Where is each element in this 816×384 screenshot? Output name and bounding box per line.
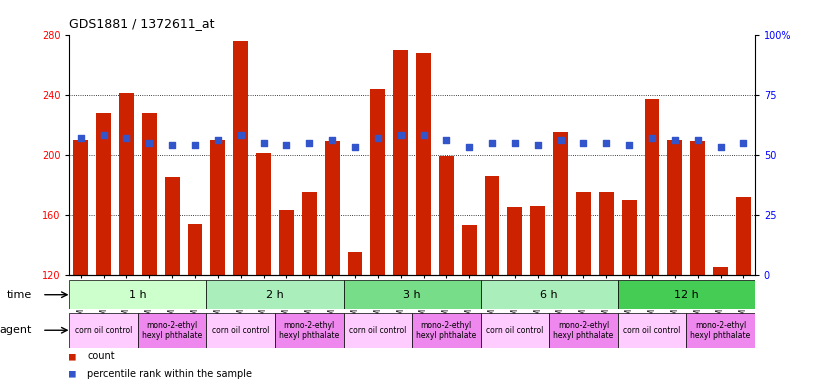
Point [120, 135, 133, 141]
Point [280, 142, 293, 148]
Bar [645, 99, 659, 275]
Point [440, 137, 453, 143]
Text: ■: ■ [69, 351, 76, 361]
Bar [142, 113, 157, 275]
Bar [393, 50, 408, 275]
Point [577, 139, 590, 146]
Bar [370, 89, 385, 275]
Text: 3 h: 3 h [403, 290, 421, 300]
Text: corn oil control: corn oil control [349, 326, 406, 335]
Text: GDS1881 / 1372611_at: GDS1881 / 1372611_at [69, 17, 215, 30]
Text: agent: agent [0, 325, 32, 335]
Text: corn oil control: corn oil control [75, 326, 132, 335]
Bar [481, 280, 618, 309]
Text: percentile rank within the sample: percentile rank within the sample [87, 369, 252, 379]
Point [371, 135, 384, 141]
Point [97, 132, 110, 139]
Point [348, 144, 361, 151]
Bar [325, 141, 339, 275]
Bar [618, 280, 755, 309]
Text: time: time [7, 290, 32, 300]
Bar [69, 280, 206, 309]
Point [691, 137, 704, 143]
Point [166, 142, 179, 148]
Text: 6 h: 6 h [540, 290, 558, 300]
Point [417, 132, 430, 139]
Point [623, 142, 636, 148]
Bar [206, 280, 344, 309]
Text: corn oil control: corn oil control [623, 326, 681, 335]
Point [143, 139, 156, 146]
Bar [119, 93, 134, 275]
Bar [439, 156, 454, 275]
Bar [618, 313, 686, 348]
Bar [412, 313, 481, 348]
Bar [530, 205, 545, 275]
Bar [344, 313, 412, 348]
Text: 12 h: 12 h [674, 290, 698, 300]
Bar [622, 200, 636, 275]
Bar [462, 225, 477, 275]
Bar [188, 223, 202, 275]
Point [394, 132, 407, 139]
Point [74, 135, 87, 141]
Text: 1 h: 1 h [129, 290, 147, 300]
Bar [138, 313, 206, 348]
Text: mono-2-ethyl
hexyl phthalate: mono-2-ethyl hexyl phthalate [416, 321, 477, 340]
Bar [667, 139, 682, 275]
Bar [302, 192, 317, 275]
Point [554, 137, 567, 143]
Text: ■: ■ [69, 369, 76, 379]
Point [600, 139, 613, 146]
Bar [686, 313, 755, 348]
Bar [69, 313, 138, 348]
Point [508, 139, 521, 146]
Bar [348, 252, 362, 275]
Point [463, 144, 476, 151]
Point [303, 139, 316, 146]
Bar [279, 210, 294, 275]
Bar [211, 139, 225, 275]
Point [531, 142, 544, 148]
Text: count: count [87, 351, 115, 361]
Bar [73, 139, 88, 275]
Bar [233, 41, 248, 275]
Bar [508, 207, 522, 275]
Bar [690, 141, 705, 275]
Bar [481, 313, 549, 348]
Text: mono-2-ethyl
hexyl phthalate: mono-2-ethyl hexyl phthalate [279, 321, 339, 340]
Bar [713, 267, 728, 275]
Bar [736, 197, 751, 275]
Point [714, 144, 727, 151]
Text: corn oil control: corn oil control [212, 326, 269, 335]
Point [257, 139, 270, 146]
Bar [576, 192, 591, 275]
Point [188, 142, 202, 148]
Bar [165, 177, 180, 275]
Text: mono-2-ethyl
hexyl phthalate: mono-2-ethyl hexyl phthalate [690, 321, 751, 340]
Bar [485, 175, 499, 275]
Bar [96, 113, 111, 275]
Point [211, 137, 224, 143]
Text: mono-2-ethyl
hexyl phthalate: mono-2-ethyl hexyl phthalate [142, 321, 202, 340]
Bar [206, 313, 275, 348]
Point [326, 137, 339, 143]
Bar [275, 313, 344, 348]
Bar [256, 153, 271, 275]
Bar [549, 313, 618, 348]
Point [645, 135, 659, 141]
Bar [344, 280, 481, 309]
Bar [599, 192, 614, 275]
Point [234, 132, 247, 139]
Bar [553, 132, 568, 275]
Text: 2 h: 2 h [266, 290, 284, 300]
Point [737, 139, 750, 146]
Text: mono-2-ethyl
hexyl phthalate: mono-2-ethyl hexyl phthalate [553, 321, 614, 340]
Point [668, 137, 681, 143]
Bar [416, 53, 431, 275]
Point [486, 139, 499, 146]
Text: corn oil control: corn oil control [486, 326, 543, 335]
